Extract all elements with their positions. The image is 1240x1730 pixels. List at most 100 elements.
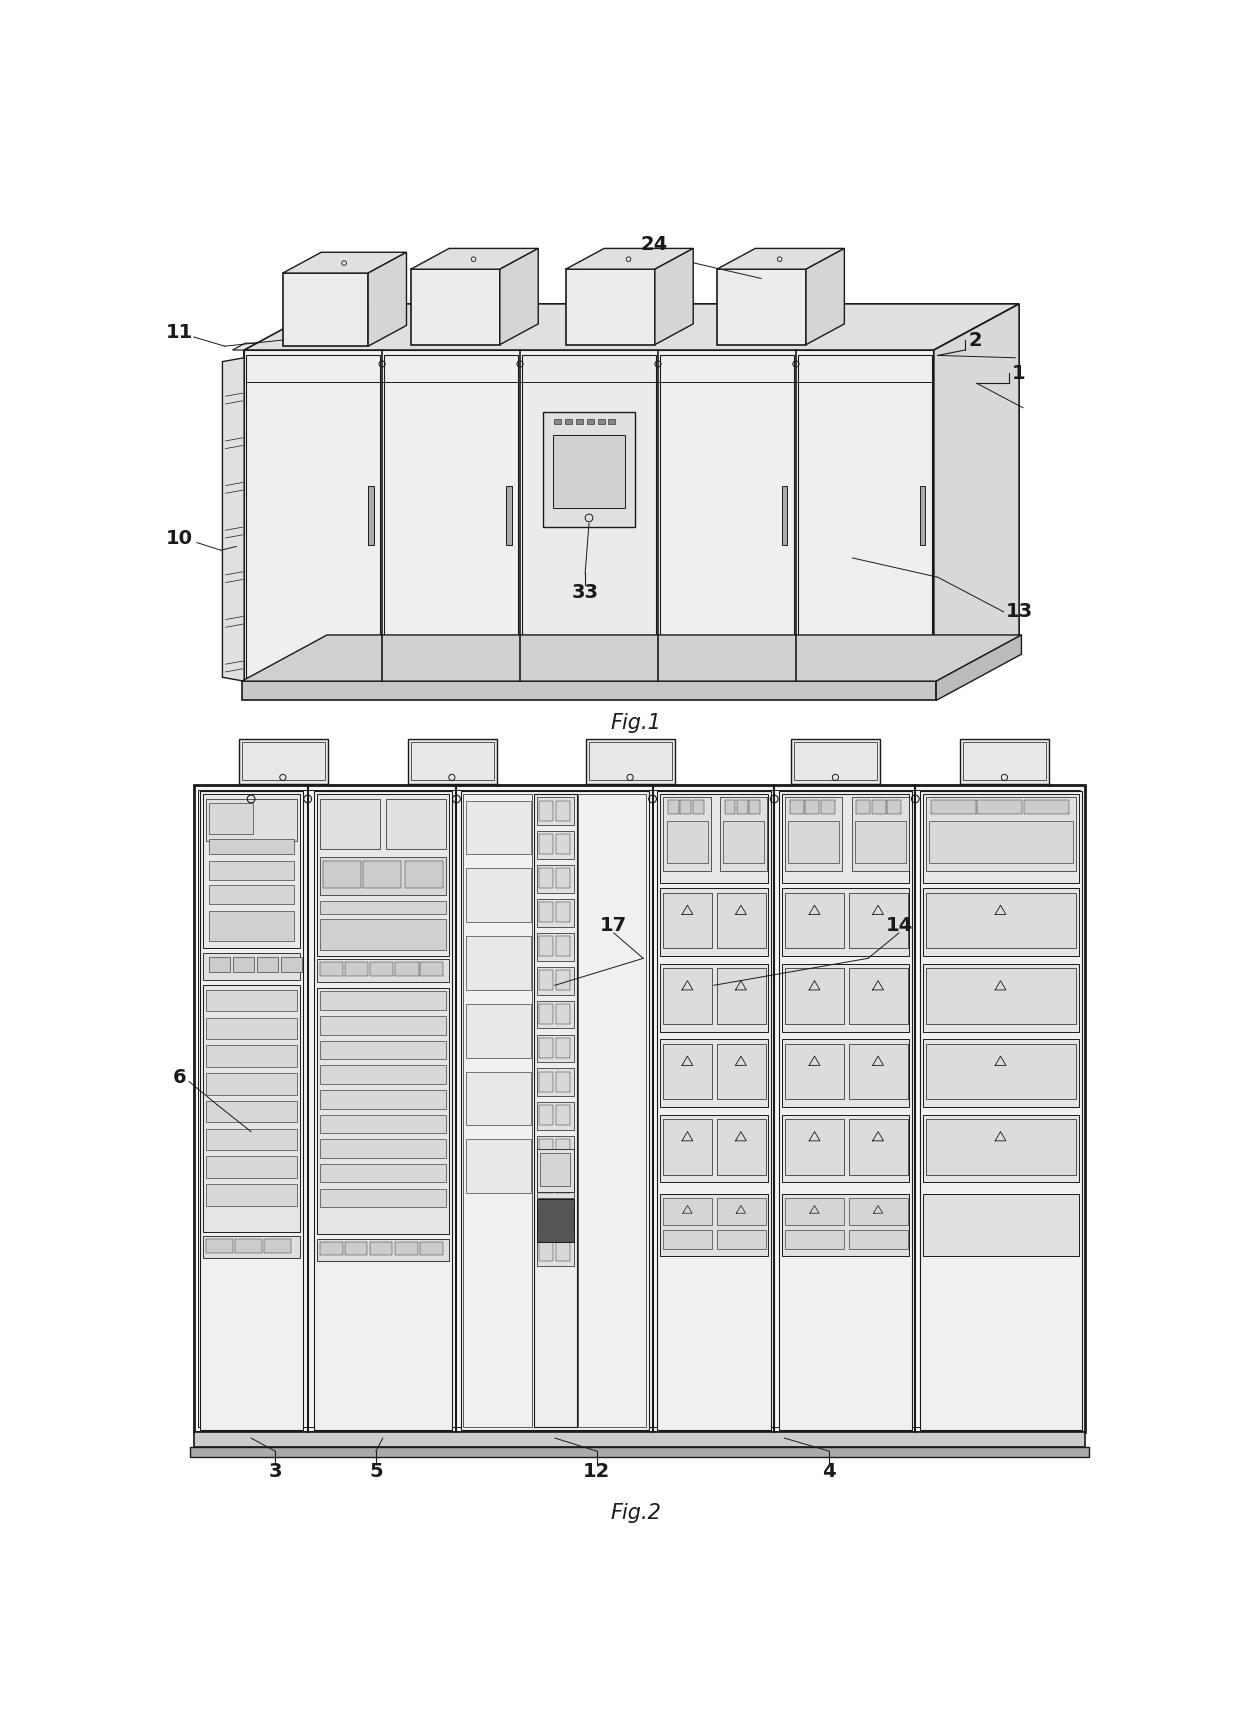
Bar [320,1090,445,1109]
Bar [791,739,880,784]
Bar [821,801,835,815]
Bar [320,799,379,849]
Bar [314,791,451,1431]
Bar [663,1043,712,1099]
Bar [206,1073,296,1095]
Bar [242,682,936,701]
Bar [320,1041,445,1059]
Bar [556,1105,570,1126]
Bar [420,962,444,976]
Bar [663,893,712,948]
Bar [320,1016,445,1035]
Bar [210,886,294,905]
Bar [717,1043,766,1099]
Bar [785,1043,844,1099]
Bar [534,794,577,1427]
Bar [789,820,839,863]
Bar [717,1197,766,1225]
Bar [206,799,296,841]
Bar [926,798,1076,870]
Bar [537,1102,573,1130]
Bar [790,801,804,815]
Bar [556,971,570,990]
Bar [660,1194,768,1256]
Bar [320,856,445,894]
Text: 5: 5 [370,1462,383,1481]
Bar [805,801,820,815]
Bar [663,798,711,870]
Bar [193,1432,1085,1448]
Bar [663,1119,712,1175]
Bar [320,1066,445,1085]
Bar [717,893,766,948]
Bar [556,1140,570,1159]
Bar [537,1239,573,1266]
Polygon shape [565,249,693,270]
Bar [663,969,712,1024]
Bar [923,794,1079,882]
Bar [553,434,625,509]
Bar [538,801,553,820]
Bar [396,1242,418,1254]
Bar [848,969,908,1024]
Bar [210,910,294,941]
Polygon shape [283,253,407,273]
Bar [320,919,445,950]
Bar [537,1000,573,1028]
Bar [363,860,402,887]
Polygon shape [717,249,844,270]
Bar [587,739,675,784]
Bar [317,1239,449,1261]
Bar [538,834,553,855]
Bar [541,1154,570,1185]
Bar [848,1197,908,1225]
Bar [537,865,573,893]
Bar [782,1114,909,1182]
Bar [537,900,573,927]
Bar [198,789,1080,1427]
Text: 12: 12 [583,1462,610,1481]
Bar [538,971,553,990]
Bar [506,486,511,545]
Bar [782,486,787,545]
Bar [203,1237,300,1258]
Bar [538,1240,553,1261]
Bar [247,355,379,676]
Bar [320,1189,445,1208]
Bar [556,1208,570,1227]
Text: 3: 3 [268,1462,281,1481]
Bar [464,794,532,1427]
Bar [345,962,368,976]
Bar [238,739,327,784]
Bar [920,486,925,545]
Text: 24: 24 [641,235,667,254]
Bar [785,1197,844,1225]
Bar [931,801,976,815]
Bar [537,1204,573,1232]
Bar [554,419,560,424]
Bar [538,1208,553,1227]
Text: 6: 6 [174,1067,186,1086]
Polygon shape [233,343,257,349]
Bar [234,1239,262,1253]
Bar [320,962,343,976]
Bar [317,794,449,957]
Bar [556,1038,570,1057]
Bar [537,932,573,960]
Bar [537,1069,573,1097]
Bar [466,1140,531,1194]
Bar [538,1071,553,1092]
Bar [977,801,1022,815]
Bar [537,967,573,995]
Bar [660,964,768,1031]
Bar [556,936,570,957]
Bar [210,839,294,855]
Bar [785,798,842,870]
Bar [320,1114,445,1133]
Bar [206,990,296,1012]
Bar [538,936,553,957]
Bar [538,1173,553,1194]
Bar [848,1230,908,1249]
Polygon shape [244,304,1019,349]
Bar [779,791,913,1431]
